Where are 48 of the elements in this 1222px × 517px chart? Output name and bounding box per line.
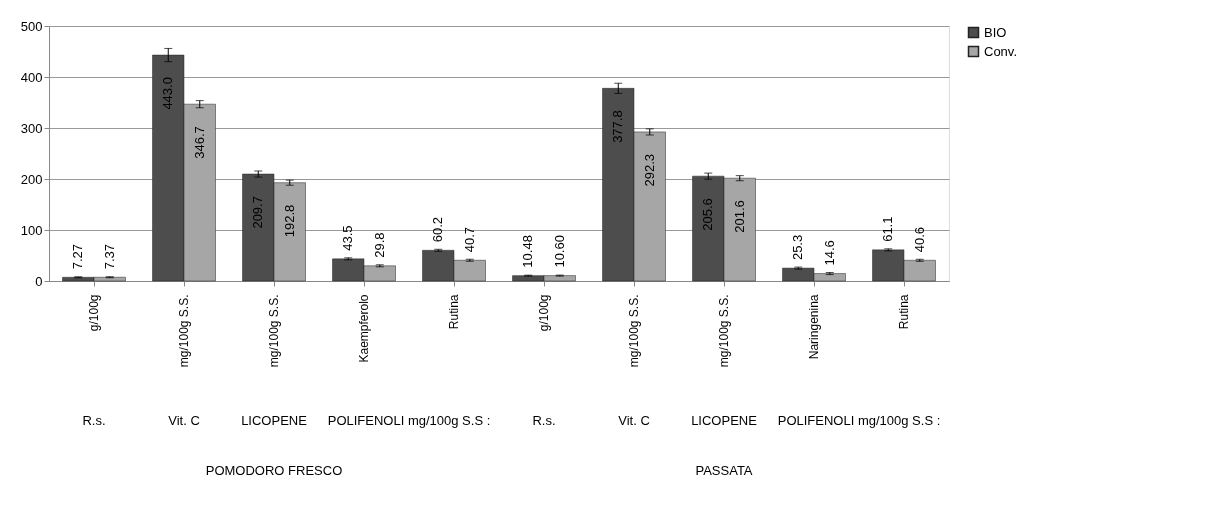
data-label: 201.6 <box>731 200 747 233</box>
text: R.s. <box>532 413 556 428</box>
data-label: 292.3 <box>641 153 657 187</box>
data-label: 25.3 <box>790 234 806 261</box>
x-tick-label: mg/100g S.S. <box>627 294 641 368</box>
data-label: 377.8 <box>610 110 626 143</box>
data-label: 7.37 <box>101 243 117 270</box>
text: LICOPENE <box>241 413 308 428</box>
text: R.s. <box>82 413 106 428</box>
y-tick-label: 0 <box>35 273 43 289</box>
data-label: 346.7 <box>191 126 207 159</box>
data-label: 61.1 <box>880 216 896 242</box>
legend-label: BIO <box>984 24 1007 40</box>
y-tick-label: 100 <box>20 222 43 238</box>
y-tick-label: 200 <box>20 171 43 187</box>
data-label: 40.7 <box>461 226 477 253</box>
y-tick-label: 300 <box>20 120 43 136</box>
x-tick-label: Naringenina <box>807 294 821 360</box>
data-label: 209.7 <box>250 196 266 229</box>
data-label: 205.6 <box>700 198 716 231</box>
text: Vit. C <box>168 413 200 428</box>
data-label: 192.8 <box>281 204 297 238</box>
text: POLIFENOLI mg/100g S.S : <box>327 413 491 428</box>
data-label: 14.6 <box>821 240 837 266</box>
data-label: 7.27 <box>70 243 86 270</box>
data-label: 43.5 <box>340 225 356 251</box>
text: Vit. C <box>618 413 650 428</box>
data-label: 40.6 <box>911 226 927 253</box>
x-tick-label: mg/100g S.S. <box>177 294 191 368</box>
data-label: 29.8 <box>371 232 387 258</box>
legend-label: Conv. <box>984 43 1017 59</box>
text: POLIFENOLI mg/100g S.S : <box>777 413 941 428</box>
x-tick-label: mg/100g S.S. <box>267 294 281 368</box>
x-tick-label: Kaempferolo <box>357 294 371 363</box>
text: LICOPENE <box>691 413 758 428</box>
data-label: 60.2 <box>430 216 446 243</box>
x-tick-label: Rutina <box>897 294 911 330</box>
text: PASSATA <box>695 463 753 478</box>
x-tick-label: g/100g <box>537 294 551 332</box>
y-tick-label: 500 <box>20 18 43 34</box>
y-tick-label: 400 <box>20 69 43 85</box>
data-label: 10.48 <box>520 235 536 268</box>
data-label: 443.0 <box>160 77 176 110</box>
data-label: 10.60 <box>551 235 567 268</box>
x-tick-label: Rutina <box>447 294 461 330</box>
text: POMODORO FRESCO <box>205 463 343 478</box>
x-tick-label: g/100g <box>87 294 101 332</box>
x-tick-label: mg/100g S.S. <box>717 294 731 368</box>
